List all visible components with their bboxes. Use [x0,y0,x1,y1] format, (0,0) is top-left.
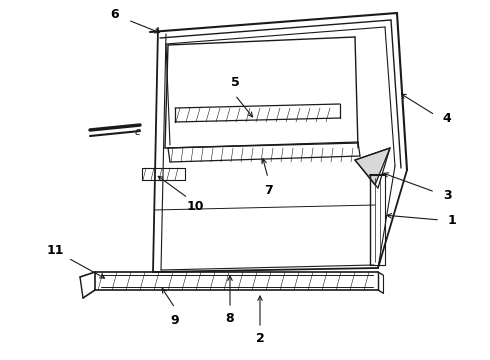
Text: 9: 9 [171,314,179,327]
Polygon shape [355,148,390,185]
Text: 8: 8 [226,311,234,324]
Text: 10: 10 [186,199,204,212]
Text: 2: 2 [256,332,265,345]
Text: 7: 7 [264,184,272,197]
Text: 3: 3 [442,189,451,202]
Text: $\varepsilon$: $\varepsilon$ [134,127,142,137]
Text: 11: 11 [46,243,64,257]
Text: 4: 4 [442,112,451,125]
Text: 5: 5 [231,76,240,89]
Text: 1: 1 [448,213,456,226]
Text: 6: 6 [111,8,119,21]
